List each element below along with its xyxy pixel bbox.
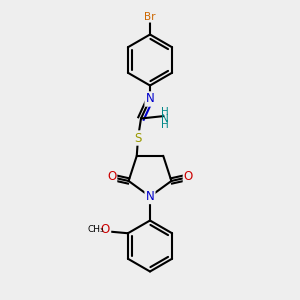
Text: N: N bbox=[161, 113, 169, 124]
Text: O: O bbox=[184, 170, 193, 183]
Text: Br: Br bbox=[144, 11, 156, 22]
Text: N: N bbox=[146, 92, 154, 106]
Text: O: O bbox=[101, 223, 110, 236]
Text: H: H bbox=[161, 120, 169, 130]
Text: CH₃: CH₃ bbox=[88, 225, 104, 234]
Text: H: H bbox=[161, 106, 169, 117]
Text: O: O bbox=[107, 170, 116, 183]
Text: N: N bbox=[146, 190, 154, 203]
Text: S: S bbox=[134, 131, 142, 145]
